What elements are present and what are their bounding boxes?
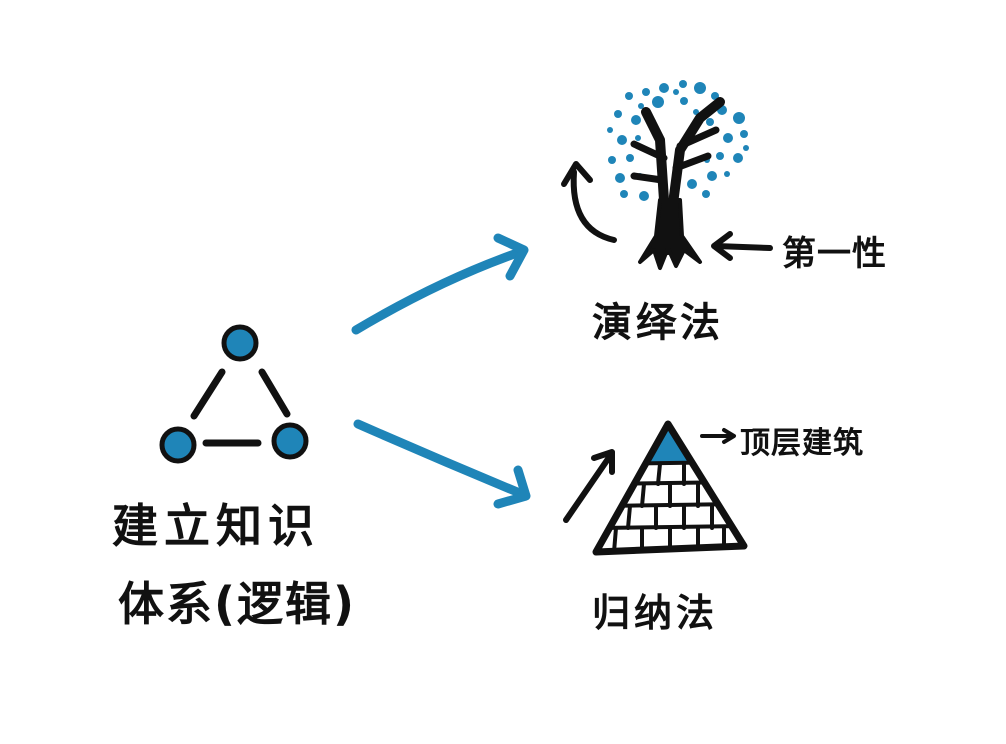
right-node [271,422,309,460]
knowledge-system-title-line1: 建立知识 [112,499,320,553]
first-principle-label: 第一性 [782,234,887,274]
top-design-arrow-icon [700,428,736,444]
tree-icon [561,80,749,270]
three-node-triangle-icon [159,324,309,464]
arrow-to-deduction [351,233,529,335]
top-design-label: 顶层建筑 [740,426,864,461]
knowledge-system-title-line2: 体系(逻辑) [118,577,357,631]
brick-pyramid-icon [563,420,748,556]
top-node [221,324,259,362]
induction-label: 归纳法 [592,591,719,635]
first-principle-arrow-icon [711,231,773,261]
arrow-to-induction [353,419,531,509]
left-node [159,426,197,464]
deduction-label: 演绎法 [592,300,724,346]
